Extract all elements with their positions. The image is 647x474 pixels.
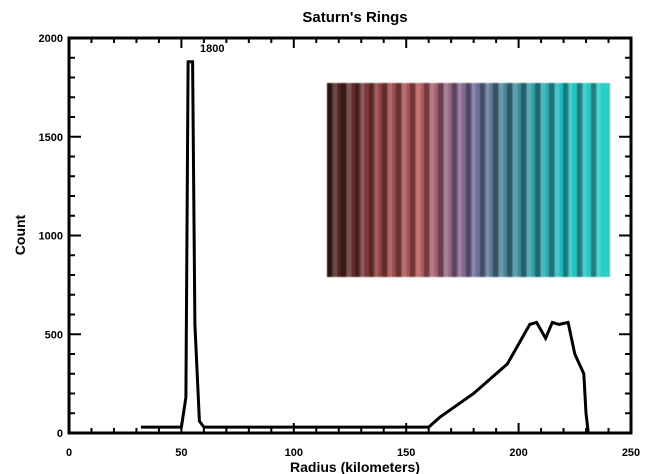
x-tick-label: 250 [622,447,640,459]
x-tick-label: 200 [509,447,527,459]
x-tick-label: 0 [66,447,72,459]
y-axis-label: Count [12,214,28,255]
y-tick-label: 1000 [39,231,63,243]
y-tick-label: 500 [45,329,63,341]
peak-annotation: 1800 [200,43,224,55]
series-line [140,60,590,434]
y-tick-label: 2000 [39,33,63,45]
x-tick-label: 50 [175,447,187,459]
y-tick-label: 0 [57,428,63,440]
x-tick-label: 150 [397,447,415,459]
saturn-rings-image [327,83,610,277]
chart-title: Saturn's Rings [302,9,407,26]
x-tick-label: 100 [285,447,303,459]
y-tick-label: 1500 [39,132,63,144]
tick-labels: 0 50 100 150 200 250 0 500 1000 1500 2000 [39,33,641,459]
x-axis-label: Radius (kilometers) [290,459,420,474]
